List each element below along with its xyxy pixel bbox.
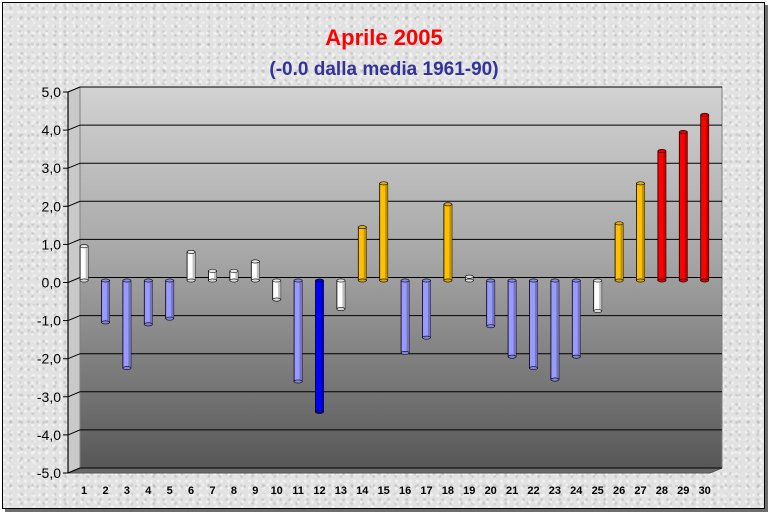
x-tick-label: 24	[570, 485, 583, 497]
bar-day-3	[122, 278, 132, 371]
bar-day-26	[614, 221, 624, 283]
x-tick-label: 23	[549, 485, 561, 497]
y-tick-label: -5,0	[37, 465, 61, 481]
bar-day-5	[165, 278, 175, 321]
gridline	[67, 238, 722, 245]
x-tick-label: 22	[527, 485, 539, 497]
bar-day-7	[208, 269, 217, 283]
y-tick-label: 2,0	[42, 198, 62, 214]
y-tick-label: -4,0	[37, 427, 61, 443]
y-tick-label: -1,0	[37, 313, 61, 329]
bars-group	[79, 112, 710, 414]
y-tick-label: -3,0	[37, 389, 61, 405]
x-tick-label: 5	[167, 485, 173, 497]
x-tick-label: 7	[209, 485, 215, 497]
x-tick-label: 30	[699, 485, 711, 497]
bar-day-25	[593, 278, 603, 313]
bar-day-14	[357, 225, 367, 283]
bar-day-11	[293, 278, 303, 384]
x-tick-label: 12	[313, 485, 325, 497]
y-axis-labels: 5,0 4,0 3,0 2,0 1,0 0,0 -1,0 -2,0 -3,0 -4,0 -5,0	[37, 84, 61, 481]
y-tick-label: 4,0	[42, 122, 62, 138]
x-tick-label: 21	[506, 485, 518, 497]
bar-day-23	[550, 278, 560, 382]
bar-day-4	[143, 278, 153, 327]
gridline	[67, 200, 722, 207]
bar-day-27	[636, 181, 645, 283]
x-tick-label: 17	[420, 485, 432, 497]
x-tick-label: 1	[81, 485, 87, 497]
bar-day-20	[486, 278, 496, 329]
plot-floor	[67, 467, 723, 474]
bar-day-9	[250, 259, 260, 283]
x-tick-label: 26	[613, 485, 625, 497]
bar-day-18	[443, 202, 453, 283]
bar-day-1	[79, 244, 89, 283]
x-tick-label: 16	[399, 485, 411, 497]
bar-day-10	[272, 278, 282, 302]
x-tick-label: 15	[378, 485, 390, 497]
bar-day-17	[422, 278, 431, 340]
bar-day-13	[336, 278, 346, 311]
x-tick-label: 27	[634, 485, 646, 497]
chart-title: Aprile 2005	[325, 25, 442, 50]
bar-day-12	[315, 278, 324, 414]
bar-day-24	[571, 278, 581, 359]
x-tick-label: 11	[292, 485, 304, 497]
bar-day-19	[464, 274, 474, 283]
x-tick-label: 29	[677, 485, 689, 497]
x-tick-label: 3	[124, 485, 130, 497]
bar-day-8	[229, 269, 239, 283]
x-tick-label: 20	[485, 485, 497, 497]
bar-day-22	[529, 278, 538, 371]
chart-subtitle: (-0.0 dalla media 1961-90)	[269, 59, 498, 80]
bar-day-29	[678, 130, 688, 283]
x-tick-label: 25	[592, 485, 604, 497]
bar-day-2	[101, 278, 110, 325]
x-tick-label: 9	[252, 485, 258, 497]
x-tick-label: 2	[102, 485, 108, 497]
x-tick-label: 19	[463, 485, 475, 497]
x-axis-labels: 1 2 3 4 5 6 7 8 9 10 11 12 13 14 15 16 17 18 19 20 21 22 23 24 2…	[81, 485, 711, 497]
x-tick-label: 28	[656, 485, 668, 497]
gridline	[67, 467, 722, 474]
x-tick-label: 8	[231, 485, 237, 497]
bar-day-6	[186, 250, 196, 283]
bar-day-28	[657, 149, 667, 283]
bar-day-15	[379, 181, 389, 283]
gridline	[67, 124, 722, 131]
gridline	[67, 162, 722, 169]
bar-day-16	[400, 278, 410, 355]
bar-day-30	[700, 112, 710, 283]
x-tick-label: 13	[335, 485, 347, 497]
y-tick-label: 0,0	[42, 275, 62, 291]
gridline	[67, 429, 722, 436]
y-tick-label: 5,0	[42, 84, 62, 100]
y-tick-label: -2,0	[37, 351, 61, 367]
x-tick-label: 4	[145, 485, 152, 497]
x-tick-label: 6	[188, 485, 194, 497]
x-tick-label: 18	[442, 485, 454, 497]
y-tick-label: 3,0	[42, 160, 62, 176]
x-tick-label: 14	[356, 485, 369, 497]
gridline	[67, 391, 722, 398]
y-tick-label: 1,0	[42, 236, 62, 252]
bar-day-21	[507, 278, 517, 359]
x-tick-label: 10	[271, 485, 283, 497]
gridline	[67, 86, 722, 93]
